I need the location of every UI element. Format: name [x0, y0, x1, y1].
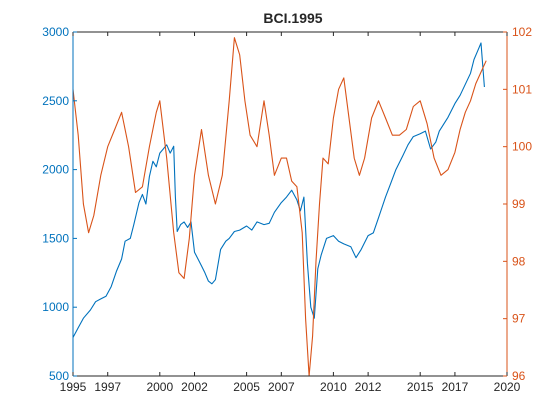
plot-area: [73, 32, 507, 376]
series-line-right: [72, 37, 487, 377]
left-y-tick-label: 3000: [42, 25, 69, 39]
right-y-tick-label: 97: [512, 312, 526, 326]
x-tick-label: 2000: [146, 380, 173, 394]
x-tick-label: 2002: [181, 380, 208, 394]
x-tick-label: 2020: [494, 380, 521, 394]
left-y-tick-label: 2000: [42, 163, 69, 177]
series-line-left: [72, 42, 485, 338]
series-layer: [72, 37, 487, 377]
chart-title: BCI.1995: [263, 10, 322, 26]
left-y-tick-label: 2500: [42, 94, 69, 108]
x-tick-label: 2007: [268, 380, 295, 394]
right-y-tick-label: 98: [512, 254, 526, 268]
left-y-tick-label: 500: [49, 369, 69, 383]
right-y-tick-label: 99: [512, 197, 526, 211]
left-y-tick-label: 1500: [42, 231, 69, 245]
x-tick-label: 2012: [355, 380, 382, 394]
right-y-tick-label: 101: [512, 82, 532, 96]
x-tick-label: 2005: [233, 380, 260, 394]
left-y-tick-label: 1000: [42, 300, 69, 314]
right-y-tick-label: 100: [512, 140, 532, 154]
x-tick-label: 2017: [442, 380, 469, 394]
axes-layer: 1995 1997 2000 2002 2005 2007 2010 2012 2015 2017…: [42, 25, 532, 394]
right-y-tick-label: 102: [512, 25, 532, 39]
x-tick-label: 2010: [320, 380, 347, 394]
x-tick-label: 1995: [60, 380, 87, 394]
x-tick-label: 2015: [407, 380, 434, 394]
right-y-tick-label: 96: [512, 369, 526, 383]
x-tick-label: 1997: [94, 380, 121, 394]
